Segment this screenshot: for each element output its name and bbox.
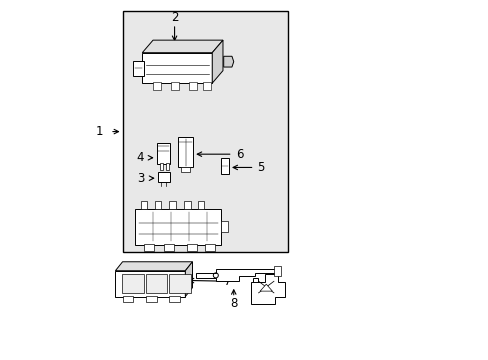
Bar xyxy=(169,201,175,209)
Bar xyxy=(158,172,170,182)
Bar xyxy=(122,12,287,252)
Text: 5: 5 xyxy=(256,161,264,174)
Polygon shape xyxy=(115,262,192,271)
Text: 3: 3 xyxy=(137,172,144,185)
Bar xyxy=(169,274,191,293)
Bar xyxy=(198,201,204,209)
Bar xyxy=(165,163,168,170)
Text: 1: 1 xyxy=(95,125,103,138)
Text: 4: 4 xyxy=(136,151,143,164)
Bar xyxy=(183,201,191,209)
Polygon shape xyxy=(142,40,223,53)
Bar xyxy=(156,143,170,164)
Text: 2: 2 xyxy=(170,12,178,24)
Polygon shape xyxy=(142,53,212,83)
Bar xyxy=(153,82,161,90)
Bar xyxy=(122,296,133,302)
Text: 6: 6 xyxy=(236,148,243,161)
Bar xyxy=(274,266,280,276)
Bar xyxy=(135,209,221,244)
Bar xyxy=(163,244,174,251)
Bar xyxy=(221,221,227,232)
Bar xyxy=(122,274,143,293)
Bar xyxy=(140,201,147,209)
Polygon shape xyxy=(250,274,285,305)
Bar xyxy=(204,244,215,251)
Bar xyxy=(145,296,156,302)
Bar xyxy=(144,244,154,251)
Polygon shape xyxy=(133,61,144,76)
Bar xyxy=(188,82,196,90)
Bar xyxy=(221,158,228,174)
Bar xyxy=(160,163,163,170)
Bar xyxy=(155,201,161,209)
Bar xyxy=(178,137,193,167)
Polygon shape xyxy=(196,269,274,281)
Text: 7: 7 xyxy=(224,275,231,288)
Text: 8: 8 xyxy=(229,297,237,310)
Polygon shape xyxy=(185,262,192,297)
Polygon shape xyxy=(252,278,257,305)
Bar xyxy=(187,244,197,251)
Bar xyxy=(171,82,179,90)
Polygon shape xyxy=(115,271,185,297)
Bar xyxy=(203,82,211,90)
Bar xyxy=(145,274,167,293)
Polygon shape xyxy=(260,284,272,291)
Bar xyxy=(169,296,180,302)
Bar xyxy=(181,167,190,172)
Polygon shape xyxy=(212,40,223,83)
Polygon shape xyxy=(223,56,233,67)
